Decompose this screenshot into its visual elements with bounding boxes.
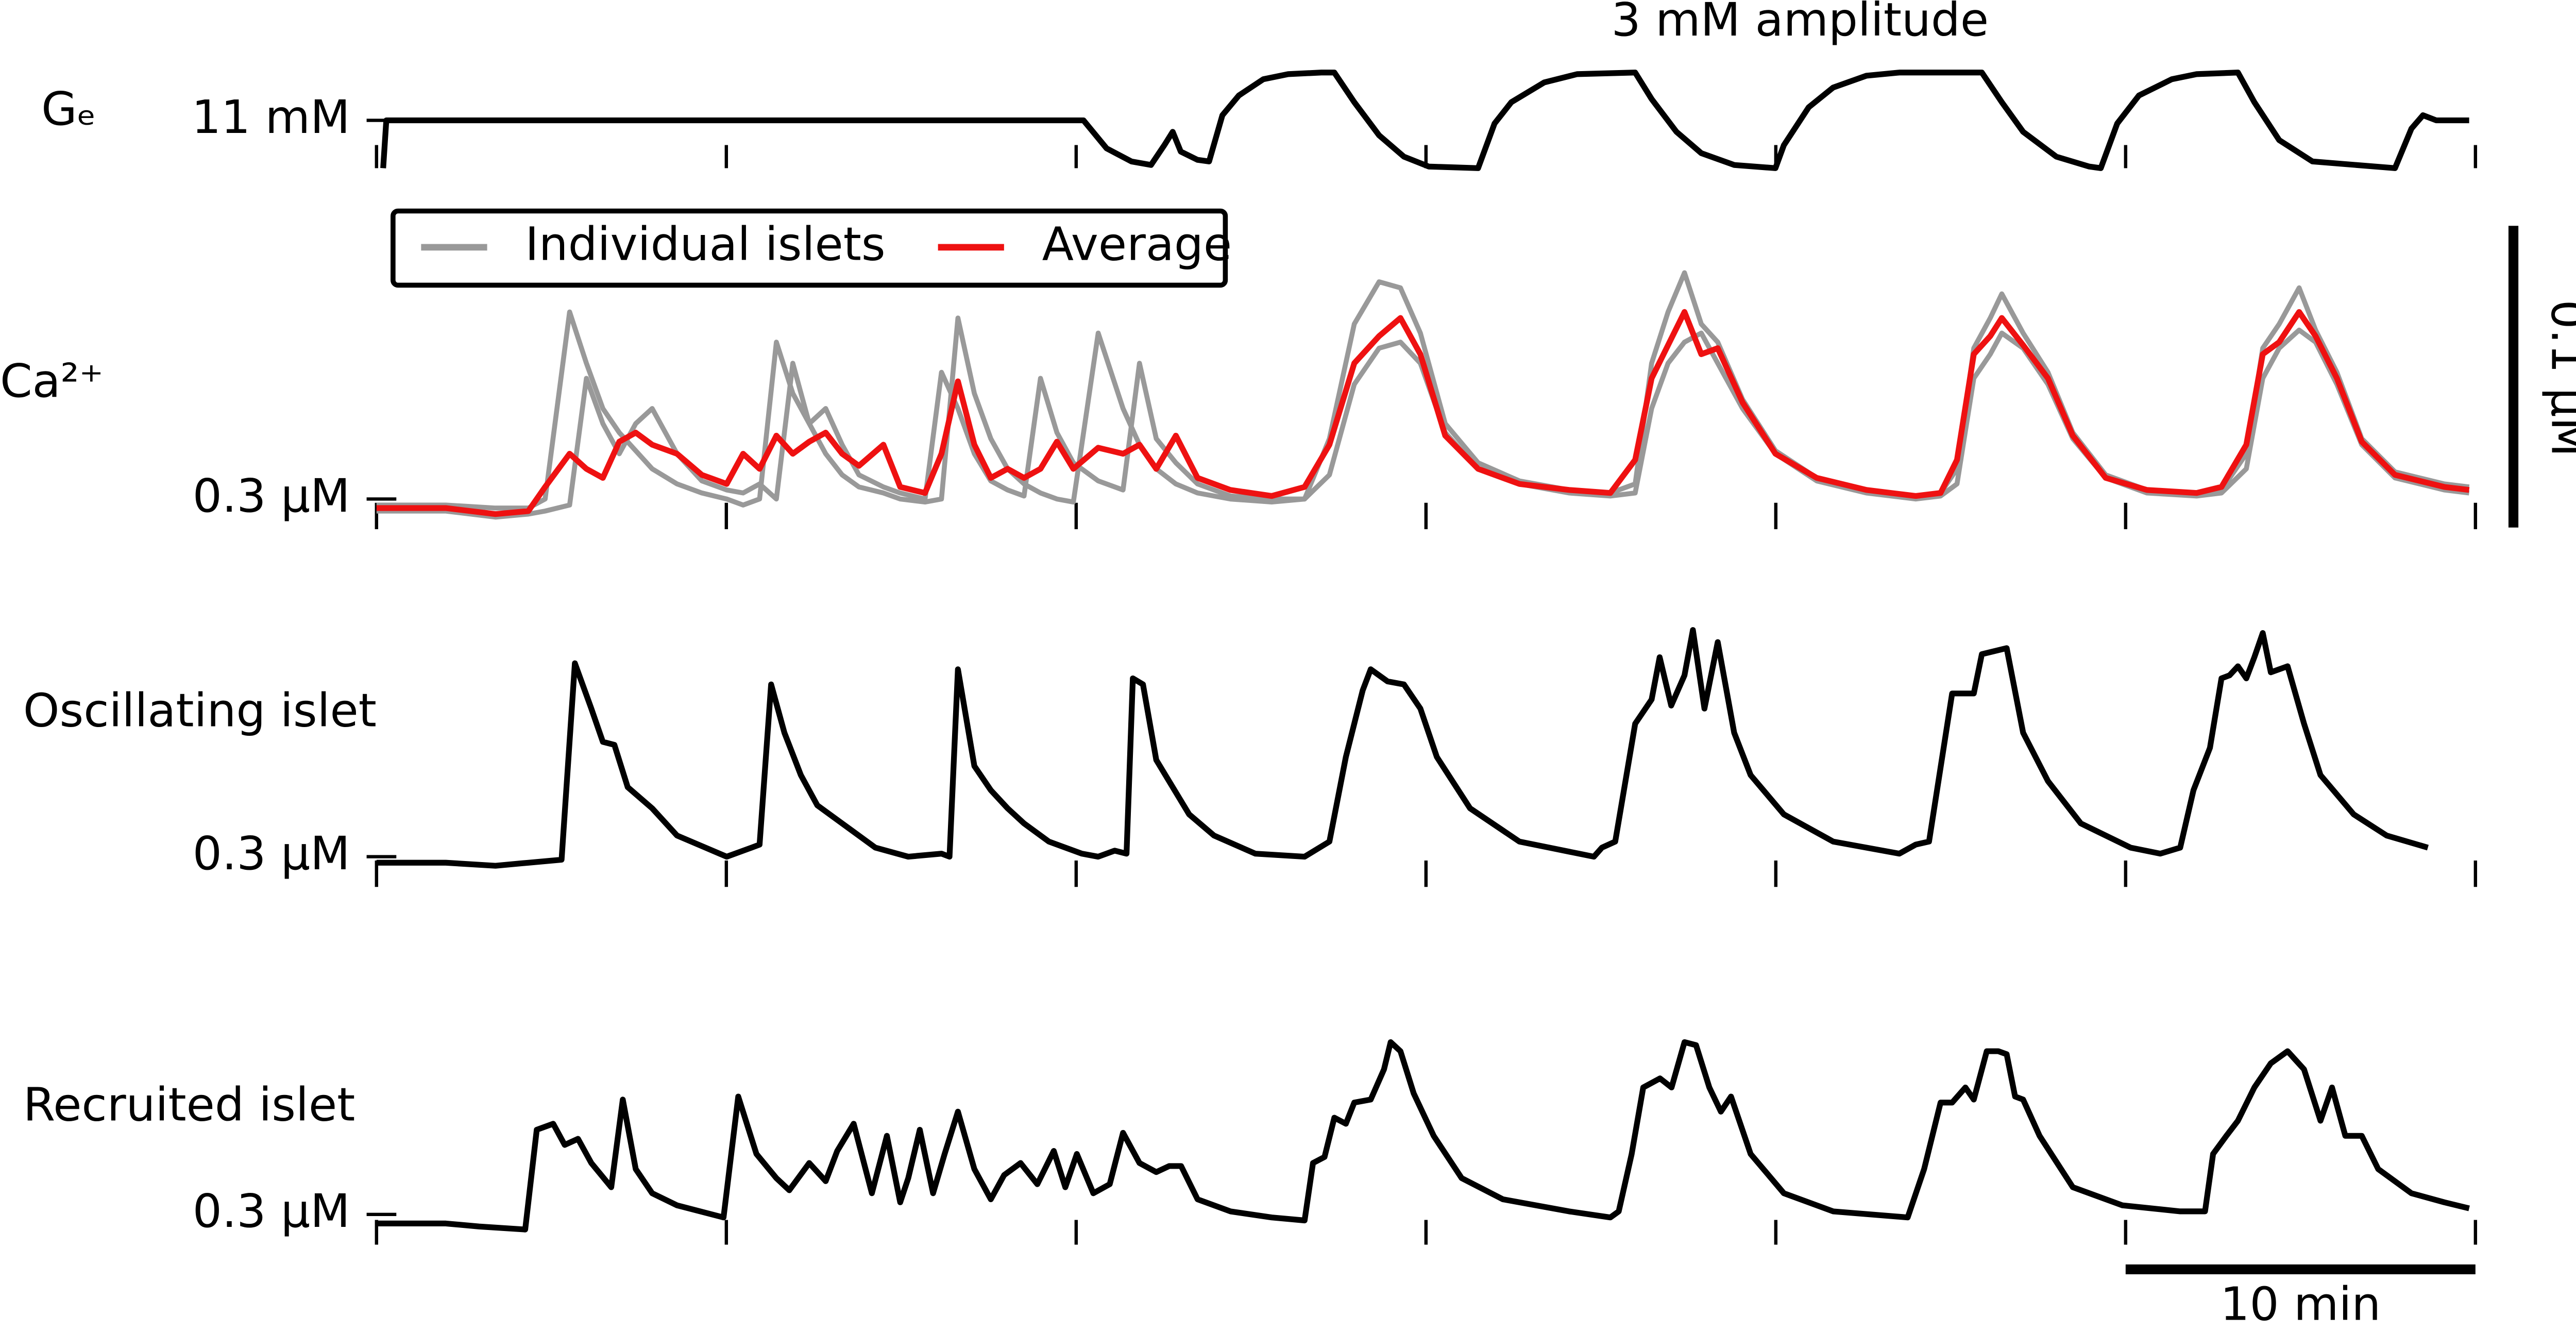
y-tick-label: 0.3 μM [193, 1185, 350, 1238]
y-scale-label: 0.1 μM [2540, 300, 2576, 457]
panel-label: Recruited islet [23, 1078, 355, 1132]
y-tick-label: 0.3 μM [193, 469, 350, 523]
legend-label: Individual islets [525, 217, 885, 271]
trace [376, 627, 2429, 869]
panel-label: Gₑ [41, 82, 96, 136]
x-scale-label: 10 min [2220, 1277, 2381, 1331]
y-tick-label: 0.3 μM [193, 827, 350, 881]
panel-label: Ca²⁺ [0, 355, 104, 408]
legend-label: Average [1042, 217, 1232, 271]
legend-box [391, 208, 1228, 288]
annotation: 3 mM amplitude [1612, 0, 1989, 47]
panel-label: Oscillating islet [23, 684, 377, 738]
trace [376, 1039, 2470, 1233]
trace [376, 309, 2470, 517]
trace [376, 270, 2470, 511]
y-tick-label: 11 mM [192, 91, 350, 144]
trace [380, 70, 2469, 171]
